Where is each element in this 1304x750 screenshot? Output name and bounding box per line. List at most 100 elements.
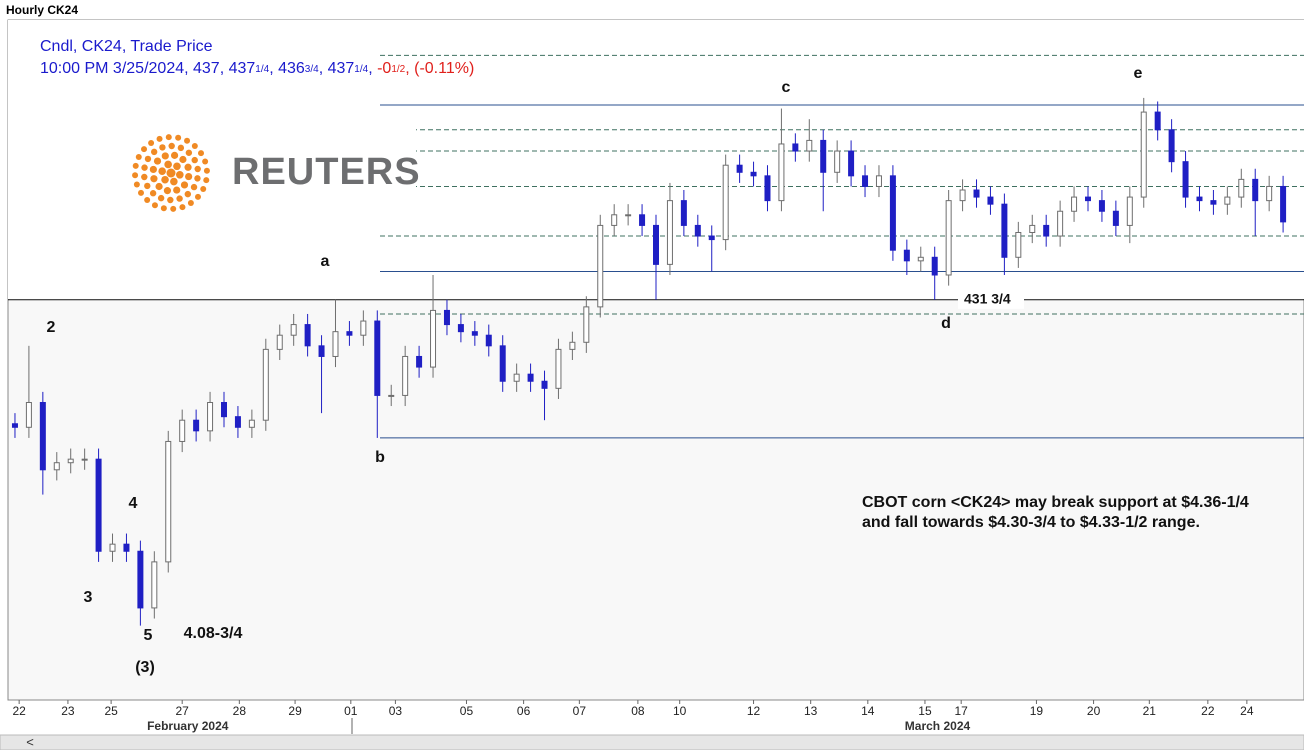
candle-body [792, 143, 799, 152]
x-tick-label: 28 [233, 704, 247, 718]
candle-body [1238, 178, 1245, 198]
candle-body [25, 402, 32, 428]
x-tick-label: 13 [804, 704, 818, 718]
candle-body [820, 139, 827, 173]
logo-dot [176, 170, 184, 179]
logo-dot [166, 168, 176, 178]
legend-fraction: 1/4 [354, 64, 368, 75]
candle-body [416, 355, 423, 368]
candle-body [1280, 185, 1287, 223]
logo: REUTERS [122, 118, 420, 226]
candle-body [374, 320, 381, 396]
candle-body [207, 402, 214, 432]
logo-dot [170, 205, 177, 212]
logo-dot [161, 175, 169, 184]
logo-dot [156, 135, 163, 142]
candle-body [137, 550, 144, 609]
logo-dot [184, 163, 192, 171]
candle-body [332, 331, 339, 357]
candle-body [848, 150, 855, 177]
logo-dot [144, 196, 151, 203]
candle-body [165, 440, 172, 563]
legend-text: , [368, 60, 377, 77]
candle-body [639, 214, 646, 226]
candle-body [680, 200, 687, 226]
wave-label: b [375, 449, 385, 466]
x-tick-label: 10 [673, 704, 687, 718]
logo-dot [157, 194, 165, 202]
x-tick-label: 20 [1087, 704, 1101, 718]
candle-body [541, 380, 548, 389]
candle-body [583, 306, 590, 343]
logo-dot [149, 165, 157, 174]
x-tick-label: 12 [747, 704, 761, 718]
logo-dot [176, 195, 183, 202]
x-tick-label: 01 [344, 704, 358, 718]
legend-text: , (-0.11%) [405, 60, 474, 77]
month-label: March 2024 [905, 719, 971, 733]
candle-body [764, 175, 771, 202]
logo-dot [144, 155, 152, 163]
candle-body [53, 462, 60, 471]
candle-body [67, 458, 74, 464]
candle-body [1029, 224, 1036, 234]
wave-label: (3) [135, 659, 155, 676]
logo-dot [194, 175, 201, 182]
x-tick-label: 27 [176, 704, 190, 718]
candles [11, 97, 1287, 626]
candle-body [1140, 111, 1147, 198]
candle-body [1112, 210, 1119, 226]
candle-body [903, 249, 910, 262]
x-tick-label: 05 [460, 704, 474, 718]
candle-body [666, 200, 673, 265]
logo-dot [161, 152, 169, 160]
legend-text: , 436 [269, 60, 305, 77]
candle-body [987, 196, 994, 205]
scroll-left[interactable]: < [26, 734, 34, 749]
logo-dot [155, 182, 163, 191]
candle-body [443, 309, 450, 326]
x-tick-label: 25 [104, 704, 118, 718]
wave-label: c [782, 79, 791, 96]
candle-body [862, 175, 869, 187]
window-title: Hourly CK24 [6, 3, 78, 17]
candle-body [193, 419, 200, 432]
logo-dot [132, 172, 139, 179]
candle-body [1154, 111, 1161, 131]
x-axis: 22 23 25 27 28 29 01 03 05 06 07 08 10 12 13 14 15 17 19 20… [0, 700, 1304, 735]
candle-body [276, 334, 283, 350]
logo-dot [132, 162, 139, 169]
wave-label: e [1134, 65, 1143, 82]
logo-dot [141, 164, 148, 171]
candle-body [973, 189, 980, 198]
logo-dot [203, 167, 210, 174]
candle-body [1182, 161, 1189, 198]
legend-text: -0 [377, 60, 391, 77]
candle-body [402, 355, 409, 396]
candle-body [611, 214, 618, 226]
logo-dot [194, 165, 201, 173]
candle-body [179, 419, 186, 442]
candle-body [527, 373, 534, 382]
scrollbar[interactable] [0, 734, 1304, 750]
candle-body [123, 543, 130, 552]
candle-body [1126, 196, 1133, 226]
candle-body [388, 394, 395, 397]
x-tick-label: 15 [918, 704, 932, 718]
logo-dot [164, 160, 172, 169]
logo-dot [203, 177, 210, 184]
candle-body [555, 348, 562, 389]
logo-dot [149, 190, 157, 197]
candle-body [722, 164, 729, 241]
candle-body [917, 256, 924, 262]
candle-body [1266, 185, 1273, 202]
candle-body [513, 373, 520, 382]
note-line: CBOT corn <CK24> may break support at $4… [862, 494, 1249, 511]
candle-body [318, 345, 325, 357]
logo-dot [133, 181, 140, 188]
logo-dot [144, 182, 151, 190]
candle-body [750, 171, 757, 177]
logo-dot [158, 167, 166, 176]
candle-body [457, 324, 464, 333]
logo-dot [141, 146, 148, 153]
